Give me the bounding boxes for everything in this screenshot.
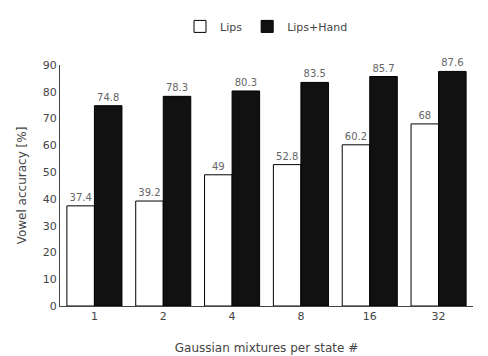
svg-text:90: 90 xyxy=(43,59,57,72)
svg-text:70: 70 xyxy=(43,112,57,125)
svg-text:68: 68 xyxy=(418,110,431,121)
svg-text:10: 10 xyxy=(43,273,57,286)
svg-text:Vowel accuracy [%]: Vowel accuracy [%] xyxy=(15,127,29,245)
svg-text:4: 4 xyxy=(229,310,236,323)
svg-text:8: 8 xyxy=(297,310,304,323)
svg-text:16: 16 xyxy=(363,310,377,323)
svg-text:52.8: 52.8 xyxy=(276,151,298,162)
svg-text:80: 80 xyxy=(43,86,57,99)
svg-text:Gaussian mixtures per state #: Gaussian mixtures per state # xyxy=(175,341,358,355)
svg-text:50: 50 xyxy=(43,166,57,179)
svg-text:80.3: 80.3 xyxy=(235,77,257,88)
svg-text:Lips: Lips xyxy=(220,21,242,34)
svg-text:1: 1 xyxy=(91,310,98,323)
svg-text:30: 30 xyxy=(43,220,57,233)
svg-text:2: 2 xyxy=(160,310,167,323)
svg-text:40: 40 xyxy=(43,193,57,206)
svg-text:Lips+Hand: Lips+Hand xyxy=(287,21,347,34)
svg-text:83.5: 83.5 xyxy=(304,68,326,79)
svg-text:37.4: 37.4 xyxy=(70,192,92,203)
svg-text:49: 49 xyxy=(212,161,225,172)
svg-text:32: 32 xyxy=(432,310,446,323)
svg-text:20: 20 xyxy=(43,246,57,259)
svg-text:87.6: 87.6 xyxy=(441,57,463,68)
svg-text:0: 0 xyxy=(50,300,57,313)
svg-text:78.3: 78.3 xyxy=(166,82,188,93)
svg-text:74.8: 74.8 xyxy=(97,92,119,103)
svg-text:60.2: 60.2 xyxy=(345,131,367,142)
svg-text:85.7: 85.7 xyxy=(372,63,394,74)
svg-text:60: 60 xyxy=(43,139,57,152)
svg-text:39.2: 39.2 xyxy=(138,187,160,198)
